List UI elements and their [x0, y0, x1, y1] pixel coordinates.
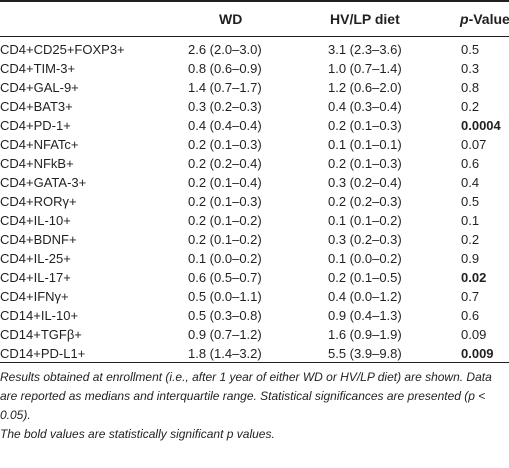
marker-cell: CD4+IL-10+: [0, 213, 71, 228]
marker-cell: CD4+GAL-9+: [0, 80, 79, 95]
header-p-rest: -Value: [468, 11, 509, 27]
table-row: CD4+IL-25+ 0.1 (0.0–0.2) 0.1 (0.0–0.2) 0.9: [0, 249, 509, 268]
diet-value-cell: 0.3 (0.2–0.3): [328, 232, 402, 247]
diet-value-cell: 1.6 (0.9–1.9): [328, 327, 402, 342]
wd-value-cell: 0.9 (0.7–1.2): [188, 327, 262, 342]
wd-value-cell: 0.6 (0.5–0.7): [188, 270, 262, 285]
p-value-cell: 0.4: [461, 175, 480, 190]
diet-value-cell: 0.9 (0.4–1.3): [328, 308, 402, 323]
diet-value-cell: 0.4 (0.0–1.2): [328, 289, 402, 304]
p-value-cell: 0.6: [461, 156, 480, 171]
p-value-cell: 0.09: [461, 327, 487, 342]
marker-cell: CD4+PD-1+: [0, 118, 71, 133]
table-row: CD4+BDNF+ 0.2 (0.1–0.2) 0.3 (0.2–0.3) 0.2: [0, 230, 509, 249]
header-p-value: p-Value: [460, 9, 509, 29]
diet-value-cell: 0.3 (0.2–0.4): [328, 175, 402, 190]
header-wd: WD: [219, 11, 243, 27]
p-value-cell: 0.7: [461, 289, 480, 304]
marker-cell: CD4+BAT3+: [0, 99, 73, 114]
wd-value-cell: 2.6 (2.0–3.0): [188, 42, 262, 57]
table-row: CD4+TIM-3+ 0.8 (0.6–0.9) 1.0 (0.7–1.4) 0.3: [0, 59, 509, 78]
p-value-cell: 0.2: [461, 232, 480, 247]
wd-value-cell: 0.5 (0.0–1.1): [188, 289, 262, 304]
table-row: CD4+GAL-9+ 1.4 (0.7–1.7) 1.2 (0.6–2.0) 0.8: [0, 78, 509, 97]
diet-value-cell: 0.1 (0.0–0.2): [328, 251, 402, 266]
marker-cell: CD4+IL-25+: [0, 251, 71, 266]
table-row: CD4+CD25+FOXP3+ 2.6 (2.0–3.0) 3.1 (2.3–3.6…: [0, 40, 509, 59]
diet-value-cell: 1.2 (0.6–2.0): [328, 80, 402, 95]
table-row: CD4+RORγ+ 0.2 (0.1–0.3) 0.2 (0.2–0.3) 0.5: [0, 192, 509, 211]
header-p-italic: p: [460, 11, 469, 27]
p-value-cell: 0.009: [461, 346, 494, 361]
results-table: CD4+CD25+FOXP3+ 2.6 (2.0–3.0) 3.1 (2.3–3.6…: [0, 40, 509, 363]
marker-cell: CD4+BDNF+: [0, 232, 77, 247]
table-body: CD4+CD25+FOXP3+ 2.6 (2.0–3.0) 3.1 (2.3–3.6…: [0, 40, 509, 363]
diet-value-cell: 5.5 (3.9–9.8): [328, 346, 402, 361]
header-rule: [0, 36, 509, 37]
table-row: CD14+PD-L1+ 1.8 (1.4–3.2) 5.5 (3.9–9.8) 0.0…: [0, 344, 509, 363]
p-value-cell: 0.6: [461, 308, 480, 323]
p-value-cell: 0.07: [461, 137, 487, 152]
table-row: CD4+NFATc+ 0.2 (0.1–0.3) 0.1 (0.1–0.1) 0.07: [0, 135, 509, 154]
bottom-rule: [0, 362, 509, 363]
marker-cell: CD14+IL-10+: [0, 308, 79, 323]
wd-value-cell: 0.2 (0.1–0.2): [188, 232, 262, 247]
wd-value-cell: 0.2 (0.1–0.3): [188, 194, 262, 209]
marker-cell: CD4+NFATc+: [0, 137, 79, 152]
footnote-bold-note: The bold values are statistically signif…: [0, 427, 275, 441]
wd-value-cell: 0.5 (0.3–0.8): [188, 308, 262, 323]
wd-value-cell: 0.2 (0.1–0.2): [188, 213, 262, 228]
p-value-cell: 0.8: [461, 80, 480, 95]
diet-value-cell: 0.4 (0.3–0.4): [328, 99, 402, 114]
p-value-cell: 0.9: [461, 251, 480, 266]
wd-value-cell: 0.2 (0.1–0.4): [188, 175, 262, 190]
p-value-cell: 0.02: [461, 270, 487, 285]
wd-value-cell: 0.2 (0.1–0.3): [188, 137, 262, 152]
p-value-cell: 0.0004: [461, 118, 501, 133]
marker-cell: CD4+CD25+FOXP3+: [0, 42, 125, 57]
wd-value-cell: 0.4 (0.4–0.4): [188, 118, 262, 133]
wd-value-cell: 0.8 (0.6–0.9): [188, 61, 262, 76]
diet-value-cell: 0.1 (0.1–0.2): [328, 213, 402, 228]
wd-value-cell: 1.4 (0.7–1.7): [188, 80, 262, 95]
table-row: CD14+TGFβ+ 0.9 (0.7–1.2) 1.6 (0.9–1.9) 0.09: [0, 325, 509, 344]
marker-cell: CD4+RORγ+: [0, 194, 77, 209]
marker-cell: CD14+PD-L1+: [0, 346, 86, 361]
footnote-text: Results obtained at enrollment (i.e., af…: [0, 370, 492, 422]
diet-value-cell: 3.1 (2.3–3.6): [328, 42, 402, 57]
table-row: CD4+NFkB+ 0.2 (0.2–0.4) 0.2 (0.1–0.3) 0.6: [0, 154, 509, 173]
diet-value-cell: 0.2 (0.2–0.3): [328, 194, 402, 209]
diet-value-cell: 0.1 (0.1–0.1): [328, 137, 402, 152]
table-row: CD4+IL-17+ 0.6 (0.5–0.7) 0.2 (0.1–0.5) 0.02: [0, 268, 509, 287]
header-hv-lp-diet: HV/LP diet: [330, 11, 400, 27]
p-value-cell: 0.3: [461, 61, 480, 76]
marker-cell: CD4+IFNγ+: [0, 289, 69, 304]
wd-value-cell: 1.8 (1.4–3.2): [188, 346, 262, 361]
table-row: CD4+IFNγ+ 0.5 (0.0–1.1) 0.4 (0.0–1.2) 0.7: [0, 287, 509, 306]
table-row: CD14+IL-10+ 0.5 (0.3–0.8) 0.9 (0.4–1.3) 0.6: [0, 306, 509, 325]
marker-cell: CD4+NFkB+: [0, 156, 74, 171]
table-row: CD4+BAT3+ 0.3 (0.2–0.3) 0.4 (0.3–0.4) 0.2: [0, 97, 509, 116]
marker-cell: CD14+TGFβ+: [0, 327, 82, 342]
diet-value-cell: 0.2 (0.1–0.3): [328, 118, 402, 133]
diet-value-cell: 1.0 (0.7–1.4): [328, 61, 402, 76]
wd-value-cell: 0.1 (0.0–0.2): [188, 251, 262, 266]
p-value-cell: 0.5: [461, 42, 480, 57]
top-rule: [0, 0, 509, 2]
p-value-cell: 0.5: [461, 194, 480, 209]
table-footnote: Results obtained at enrollment (i.e., af…: [0, 368, 508, 444]
marker-cell: CD4+GATA-3+: [0, 175, 87, 190]
wd-value-cell: 0.2 (0.2–0.4): [188, 156, 262, 171]
wd-value-cell: 0.3 (0.2–0.3): [188, 99, 262, 114]
table-row: CD4+IL-10+ 0.2 (0.1–0.2) 0.1 (0.1–0.2) 0.1: [0, 211, 509, 230]
table-row: CD4+GATA-3+ 0.2 (0.1–0.4) 0.3 (0.2–0.4) 0.4: [0, 173, 509, 192]
table-row: CD4+PD-1+ 0.4 (0.4–0.4) 0.2 (0.1–0.3) 0.000…: [0, 116, 509, 135]
p-value-cell: 0.1: [461, 213, 480, 228]
marker-cell: CD4+TIM-3+: [0, 61, 76, 76]
diet-value-cell: 0.2 (0.1–0.3): [328, 156, 402, 171]
diet-value-cell: 0.2 (0.1–0.5): [328, 270, 402, 285]
marker-cell: CD4+IL-17+: [0, 270, 71, 285]
p-value-cell: 0.2: [461, 99, 480, 114]
